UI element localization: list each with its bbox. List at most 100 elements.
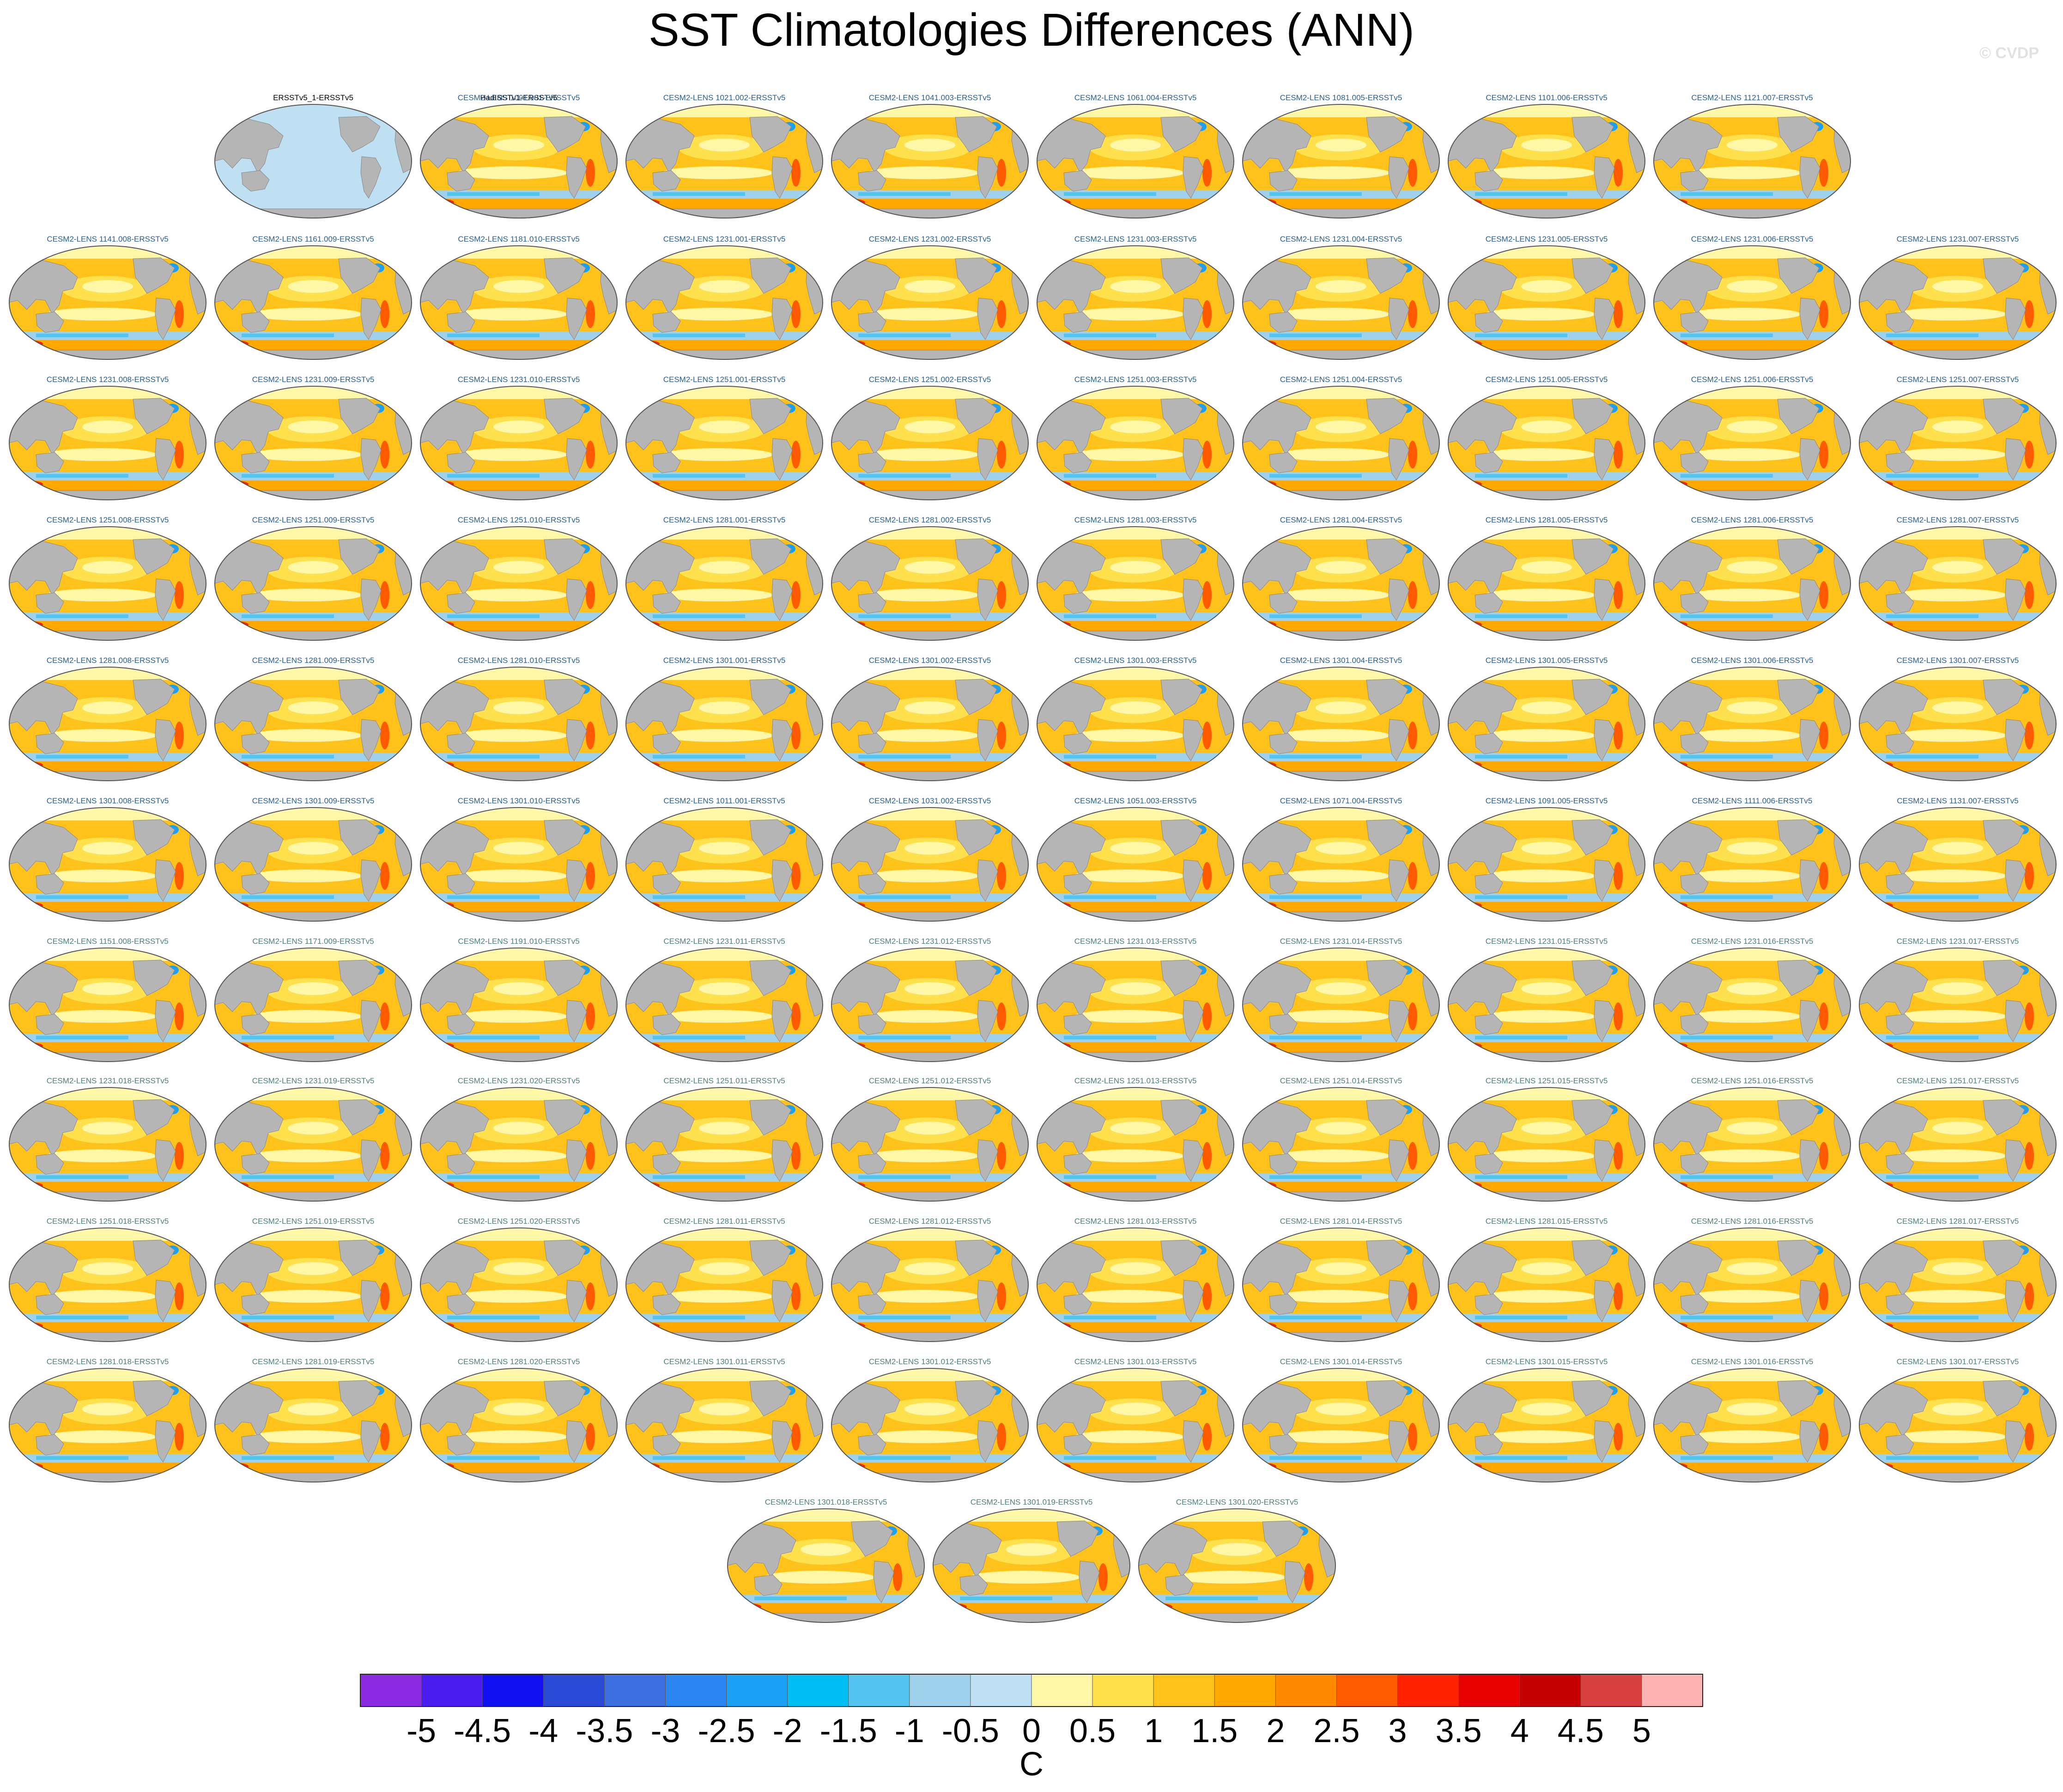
southern-ocean-warm-band <box>420 1463 617 1473</box>
robinson-map <box>1037 1227 1234 1342</box>
land-mass <box>9 820 78 876</box>
arctic-band <box>831 246 1028 259</box>
southern-ocean-cool-core <box>754 1597 847 1600</box>
land-mass <box>36 733 64 754</box>
map-border <box>1242 104 1440 219</box>
panel-title: CESM2-LENS 1131.007-ERSSTv5 <box>1897 796 2019 805</box>
southern-ocean-warm-band <box>9 1463 206 1473</box>
tropical-band <box>1895 448 2006 461</box>
southern-ocean-warm-band <box>1654 1182 1851 1192</box>
land-mass <box>977 719 998 761</box>
panel-title: CESM2-LENS 1281.005-ERSSTv5 <box>1485 516 1608 524</box>
upwelling-warm-spot <box>2025 1002 2034 1030</box>
arctic-band <box>420 1368 617 1381</box>
robinson-map <box>831 807 1029 922</box>
land-mass <box>2005 438 2026 480</box>
southern-ocean-warm-band <box>626 480 823 491</box>
land-mass <box>1037 680 1106 736</box>
upwelling-warm-spot <box>997 581 1006 609</box>
map-panel: CESM2-LENS 1251.009-ERSSTv5 <box>214 516 413 641</box>
southern-ocean-warm-spot <box>216 480 249 488</box>
map-border <box>1448 807 1645 922</box>
southern-ocean-warm-band <box>1654 621 1851 631</box>
map-border <box>420 1227 618 1342</box>
southern-ocean-cool-core <box>653 755 745 759</box>
land-mass <box>17 771 198 781</box>
land-mass <box>1388 719 1409 761</box>
land-mass <box>1456 911 1637 921</box>
pacific-anomaly-core <box>288 842 339 855</box>
arctic-band <box>1448 104 1645 117</box>
upwelling-warm-spot <box>997 159 1006 187</box>
land-mass <box>771 438 793 480</box>
arctic-band <box>1654 1368 1851 1381</box>
southern-ocean-cool-core <box>1886 755 1978 759</box>
tropical-band <box>1484 166 1595 179</box>
tropical-band <box>1895 729 2006 742</box>
panel-title: CESM2-LENS 1281.012-ERSSTv5 <box>868 1217 991 1226</box>
map-border <box>420 1087 618 1202</box>
land-mass <box>241 311 270 333</box>
land-mass <box>831 399 900 455</box>
southern-ocean-warm-spot <box>627 199 660 206</box>
land-mass <box>1448 820 1517 876</box>
land-mass <box>634 771 815 781</box>
map-border <box>1242 1227 1440 1342</box>
land-mass <box>1250 350 1432 359</box>
tropical-band <box>1895 308 2006 321</box>
tropical-band <box>1484 1010 1595 1023</box>
land-mass <box>241 1014 270 1035</box>
southern-ocean-cool-core <box>1165 1597 1258 1600</box>
pacific-anomaly-core <box>699 420 750 433</box>
map-panel: CESM2-LENS 1251.005-ERSSTv5 <box>1447 375 1646 501</box>
map-border <box>420 948 618 1062</box>
land-mass <box>1448 1381 1517 1437</box>
land-mass <box>566 1280 587 1322</box>
upwelling-warm-spot <box>997 1282 1006 1310</box>
southern-ocean-cool-core <box>1475 1036 1567 1039</box>
southern-ocean-cool-core <box>1269 1036 1362 1039</box>
map-panel: CESM2-LENS 1161.009-ERSSTv5 <box>214 235 413 360</box>
land-mass <box>1680 592 1709 614</box>
robinson-map <box>1037 667 1234 781</box>
land-mass <box>1654 820 1723 876</box>
map-panel: CESM2-LENS 1281.016-ERSSTv5 <box>1653 1217 1851 1342</box>
southern-ocean-cool-core <box>1269 192 1362 196</box>
arctic-band <box>1654 104 1851 117</box>
land-mass <box>544 1380 586 1416</box>
land-mass <box>9 399 78 455</box>
land-mass <box>9 1381 78 1437</box>
map-panel: CESM2-LENS 1191.010-ERSSTv5 <box>419 937 618 1063</box>
pacific-anomaly-core <box>801 1543 851 1556</box>
land-mass <box>36 1294 64 1315</box>
colorbar-tick-label: -2 <box>772 1713 802 1749</box>
southern-ocean-warm-band <box>626 1042 823 1052</box>
arctic-band <box>831 948 1028 961</box>
map-panel: CESM2-LENS 1251.011-ERSSTv5 <box>625 1076 824 1202</box>
land-mass <box>1269 873 1298 895</box>
panel-title: CESM2-LENS 1231.017-ERSSTv5 <box>1896 937 2019 946</box>
land-mass <box>1983 679 2025 715</box>
arctic-band <box>1859 1368 2056 1381</box>
southern-ocean-warm-spot <box>422 1182 454 1189</box>
panel-title: CESM2-LENS 1051.003-ERSSTv5 <box>1074 796 1197 805</box>
map-panel: CESM2-LENS 1141.008-ERSSTv5 <box>8 235 207 360</box>
arctic-band <box>626 948 823 961</box>
land-mass <box>1654 399 1723 455</box>
panel-title: CESM2-LENS 1231.005-ERSSTv5 <box>1485 235 1608 243</box>
map-panel: CESM2-LENS 1281.003-ERSSTv5 <box>1036 516 1235 641</box>
land-mass <box>977 438 998 480</box>
land-mass <box>1063 1294 1092 1315</box>
land-mass <box>420 539 489 595</box>
map-panel: CESM2-LENS 1281.017-ERSSTv5 <box>1858 1217 2057 1342</box>
panel-title: CESM2-LENS 1191.010-ERSSTv5 <box>458 937 580 946</box>
map-panel: CESM2-LENS 1251.012-ERSSTv5 <box>831 1076 1029 1202</box>
robinson-map <box>9 807 206 922</box>
land-mass <box>1662 1052 1843 1062</box>
panel-title: CESM2-LENS 1251.002-ERSSTv5 <box>868 375 991 384</box>
map-border <box>1448 1087 1645 1202</box>
upwelling-warm-spot <box>1614 1423 1623 1451</box>
tropical-band <box>1279 308 1389 321</box>
robinson-map <box>214 245 412 360</box>
land-mass <box>754 1574 783 1596</box>
